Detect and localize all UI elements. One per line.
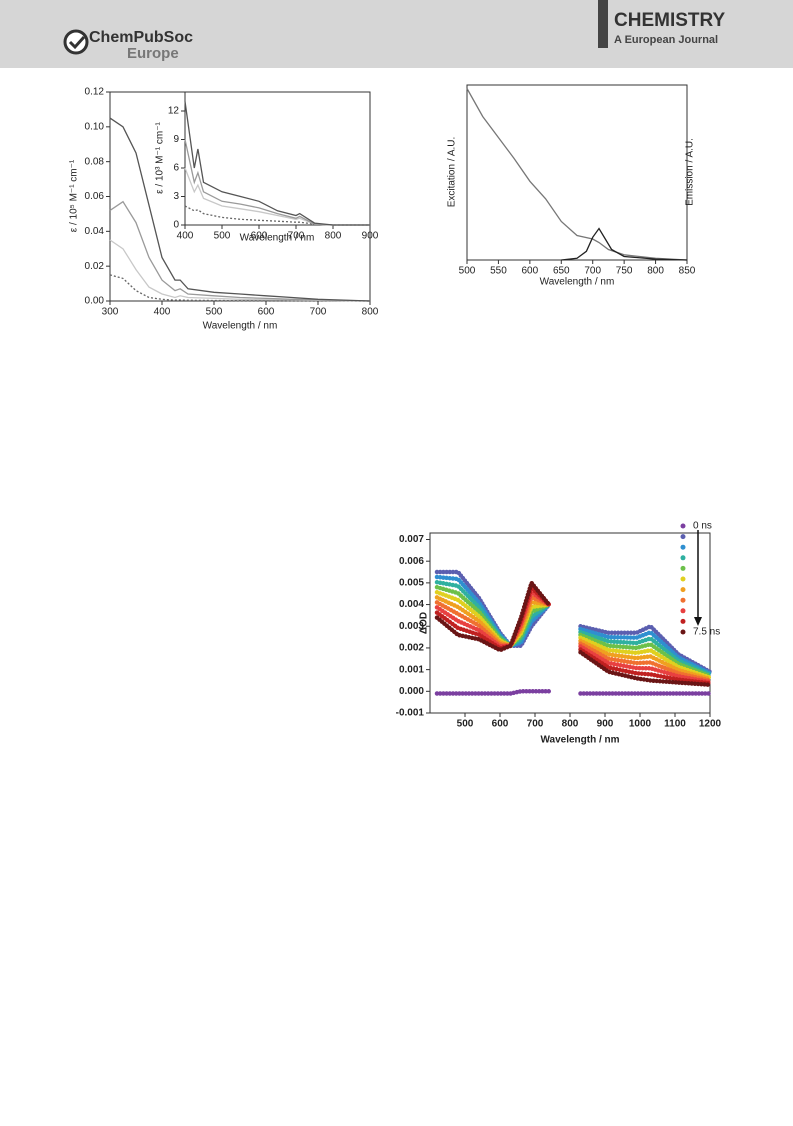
legend-marker [680,544,686,550]
y-tick-label: 0.003 [399,621,424,632]
journal-title: CHEMISTRY [614,10,726,31]
x-tick-label: 850 [679,266,696,277]
y-tick-label: 0.10 [85,121,105,132]
x-tick-label: 1000 [629,719,652,730]
y-tick-label: 0.02 [85,261,105,272]
data-points [434,578,713,688]
y-tick-label: 0.04 [85,226,105,237]
x-tick-label: 700 [527,719,544,730]
data-line [109,200,371,302]
legend-marker [680,587,686,593]
y-tick-label: 0.005 [399,578,424,589]
x-axis-label: Wavelength / nm [540,735,619,746]
x-tick-label: 900 [597,719,614,730]
y-tick-label: 6 [173,163,179,174]
y-tick-label: 0.002 [399,643,424,654]
x-tick-label: 900 [362,231,379,242]
y-axis-label: Excitation / A.U. [447,137,458,208]
plot-frame [184,91,371,226]
y-tick-label: 0.006 [399,556,424,567]
legend-marker [680,597,686,603]
x-tick-label: 500 [206,307,223,318]
x-tick-label: 500 [214,231,231,242]
legend-marker [680,618,686,624]
x-tick-label: 1200 [699,719,722,730]
x-tick-label: 700 [288,231,305,242]
y-tick-label: 0 [173,220,179,231]
x-tick-label: 400 [154,307,171,318]
legend-marker [680,576,686,582]
data-line [561,227,688,261]
data-points [434,689,713,696]
y-axis-label: ΔOD [419,612,430,634]
legend-marker [680,534,686,540]
data-line [184,139,370,226]
journal-bar [598,0,608,48]
x-tick-label: 1100 [664,719,686,730]
x-tick-label: 800 [647,266,664,277]
legend-arrowhead [694,617,702,626]
data-line [109,274,370,302]
x-tick-label: 800 [362,307,379,318]
y-tick-label: -0.001 [396,708,425,719]
x-tick-label: 750 [616,266,633,277]
y-axis-label: ε / 10⁵ M⁻¹ cm⁻¹ [69,159,80,232]
x-tick-label: 600 [492,719,509,730]
brand-sub: Europe [127,45,179,62]
x-axis-label: Wavelength / nm [240,233,315,244]
y-tick-label: 0.12 [85,87,105,98]
x-axis-label: Wavelength / nm [203,321,278,332]
legend-marker [680,523,686,529]
plot-frame [466,84,688,261]
x-tick-label: 700 [584,266,601,277]
y-tick-label: 0.001 [399,664,424,675]
y-tick-label: 0.08 [85,156,105,167]
y-tick-label: 0.007 [399,534,424,545]
y-tick-label: 9 [173,134,179,145]
y2-axis-label: Emission / A.U. [685,138,696,206]
journal-subtitle: A European Journal [614,34,718,46]
x-tick-label: 550 [490,266,507,277]
logo-icon [63,29,89,55]
y-tick-label: 0.06 [85,191,105,202]
x-tick-label: 300 [102,307,119,318]
y-tick-label: 0.000 [399,686,424,697]
x-tick-label: 600 [258,307,275,318]
x-tick-label: 500 [459,266,476,277]
x-tick-label: 800 [562,719,579,730]
x-tick-label: 600 [251,231,268,242]
x-tick-label: 800 [325,231,342,242]
x-tick-label: 650 [553,266,570,277]
legend-marker [680,555,686,561]
brand: ChemPubSoc [89,29,193,46]
x-tick-label: 500 [457,719,474,730]
legend-marker [680,608,686,614]
x-tick-label: 600 [522,266,539,277]
header-band [0,0,793,68]
y-axis-label: ε / 10³ M⁻¹ cm⁻¹ [155,121,166,193]
y-tick-label: 0.004 [399,599,424,610]
x-axis-label: Wavelength / nm [540,277,615,288]
data-line [466,88,688,261]
logo-check [68,35,86,50]
y-tick-label: 12 [168,106,180,117]
legend-label: 0 ns [693,521,712,532]
legend-marker [680,565,686,571]
y-tick-label: 3 [173,191,179,202]
x-tick-label: 400 [177,231,194,242]
data-line [109,117,371,302]
legend-marker [680,629,686,635]
legend-label: 7.5 ns [693,627,720,638]
y-tick-label: 0.00 [85,296,105,307]
x-tick-label: 700 [310,307,327,318]
data-line [184,101,370,226]
